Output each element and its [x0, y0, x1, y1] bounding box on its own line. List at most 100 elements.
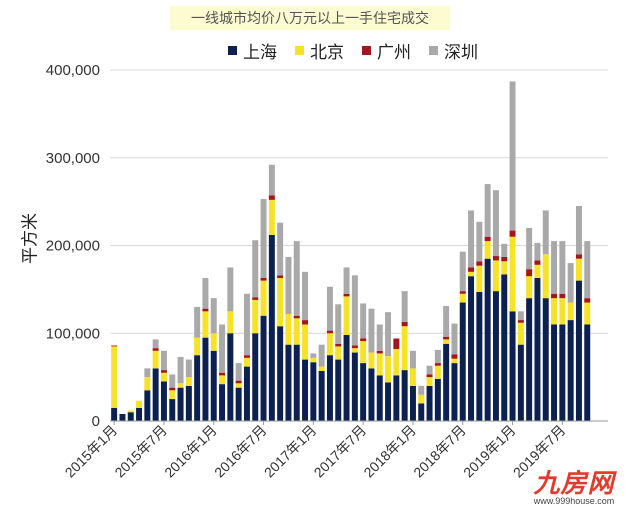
bar-segment-0 — [385, 382, 392, 421]
bar-segment-0 — [194, 355, 201, 421]
bar-segment-0 — [136, 407, 143, 421]
bar-segment-0 — [185, 385, 192, 421]
bar-segment-1 — [293, 318, 300, 345]
bar-segment-2 — [243, 355, 250, 358]
bar-segment-3 — [202, 277, 209, 309]
bar-segment-3 — [526, 227, 533, 270]
x-tick-label: 2017年1月 — [261, 422, 320, 481]
watermark-url: www.999house.com — [533, 496, 615, 506]
bar-segment-1 — [252, 299, 259, 334]
legend-item-beijing: 北京 — [295, 38, 344, 63]
bar-segment-1 — [185, 377, 192, 386]
bar-segment-0 — [111, 407, 118, 421]
bar-segment-2 — [551, 293, 558, 299]
bar-segment-1 — [160, 372, 167, 382]
bar-segment-1 — [351, 348, 358, 353]
bar-segment-0 — [501, 274, 508, 421]
bar-segment-1 — [468, 271, 475, 277]
bar-segment-1 — [517, 322, 524, 345]
bar-segment-2 — [575, 254, 582, 259]
legend-swatch-guangzhou — [362, 46, 371, 55]
bar-segment-1 — [559, 298, 566, 325]
x-tick-label: 2016年7月 — [211, 422, 270, 481]
bar-segment-3 — [459, 251, 466, 292]
bar-segment-3 — [343, 267, 350, 294]
bar-segment-3 — [185, 359, 192, 378]
bar-segment-3 — [509, 81, 516, 231]
bar-segment-0 — [160, 381, 167, 421]
bar-segment-0 — [177, 387, 184, 421]
bar-segment-0 — [426, 385, 433, 421]
bar-segment-1 — [434, 365, 441, 379]
bar-segment-0 — [210, 350, 217, 421]
bar-segment-0 — [144, 390, 151, 421]
bar-segment-0 — [409, 385, 416, 421]
bar-segment-2 — [111, 345, 118, 347]
x-tick-label: 2015年1月 — [62, 422, 121, 481]
bar-segment-3 — [401, 291, 408, 322]
bar-segment-0 — [476, 292, 483, 421]
bar-segment-3 — [501, 243, 508, 257]
bar-segment-0 — [127, 412, 134, 421]
bar-segment-3 — [484, 184, 491, 237]
bar-segment-0 — [343, 335, 350, 421]
legend-label-beijing: 北京 — [310, 43, 344, 62]
bar-segment-0 — [584, 324, 591, 421]
bar-segment-1 — [144, 377, 151, 391]
bar-segment-2 — [335, 343, 342, 347]
bar-segment-2 — [517, 320, 524, 323]
bar-segment-2 — [152, 348, 159, 351]
bar-segment-3 — [584, 241, 591, 299]
bar-segment-3 — [144, 368, 151, 378]
bar-segment-3 — [310, 353, 317, 358]
bar-segment-2 — [459, 291, 466, 294]
bar-segment-2 — [169, 387, 176, 391]
watermark: 九房网 www.999house.com — [524, 470, 624, 506]
bar-segment-1 — [177, 383, 184, 388]
bar-segment-2 — [160, 370, 167, 373]
bar-segment-2 — [401, 321, 408, 327]
bar-segment-1 — [210, 333, 217, 351]
bar-segment-3 — [534, 242, 541, 261]
bar-segment-2 — [509, 230, 516, 237]
bar-segment-3 — [426, 365, 433, 375]
bar-segment-0 — [542, 298, 549, 421]
bar-segment-3 — [152, 339, 159, 349]
bar-segment-3 — [418, 385, 425, 395]
bar-segment-0 — [559, 324, 566, 421]
y-tick-label: 0 — [92, 413, 100, 430]
bar-segment-2 — [526, 269, 533, 277]
bar-segment-1 — [268, 199, 275, 235]
bar-segment-3 — [260, 198, 267, 278]
bar-segment-3 — [219, 324, 226, 373]
bar-segment-1 — [526, 276, 533, 299]
bar-segment-2 — [484, 236, 491, 242]
bar-segment-0 — [492, 291, 499, 421]
bar-segment-0 — [293, 344, 300, 421]
bar-segment-0 — [268, 234, 275, 421]
legend-swatch-shenzhen — [429, 46, 438, 55]
bar-segment-1 — [409, 368, 416, 386]
bar-segment-1 — [260, 280, 267, 316]
bar-segment-3 — [443, 306, 450, 337]
bar-segment-3 — [243, 293, 250, 356]
bar-segment-3 — [160, 350, 167, 371]
bar-segment-3 — [409, 350, 416, 369]
bar-segment-3 — [360, 303, 367, 339]
bar-segment-1 — [401, 326, 408, 371]
bar-segment-2 — [260, 277, 267, 281]
bar-segment-2 — [202, 308, 209, 312]
bar-segment-0 — [169, 399, 176, 421]
bar-segment-0 — [551, 324, 558, 421]
bar-segment-3 — [492, 190, 499, 257]
bar-segment-1 — [343, 296, 350, 335]
y-tick-label: 300,000 — [46, 150, 100, 167]
legend-item-shenzhen: 深圳 — [429, 38, 478, 63]
bar-segment-0 — [360, 363, 367, 421]
bar-segment-1 — [111, 346, 118, 408]
bar-segment-1 — [368, 352, 375, 369]
bar-segment-0 — [351, 352, 358, 421]
bar-segment-3 — [567, 263, 574, 303]
watermark-logo: 九房网 — [533, 468, 615, 498]
